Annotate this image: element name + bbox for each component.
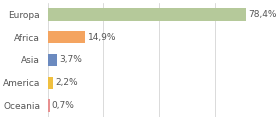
Bar (48, 99, 50, 112)
Text: 2,2%: 2,2% (55, 78, 78, 87)
Bar (48, 8, 246, 21)
Text: 78,4%: 78,4% (248, 10, 277, 19)
Text: 0,7%: 0,7% (52, 101, 74, 110)
Text: 14,9%: 14,9% (88, 33, 116, 42)
Text: 3,7%: 3,7% (59, 55, 82, 64)
Bar (48, 31, 85, 43)
Bar (48, 77, 53, 89)
Bar (48, 54, 57, 66)
